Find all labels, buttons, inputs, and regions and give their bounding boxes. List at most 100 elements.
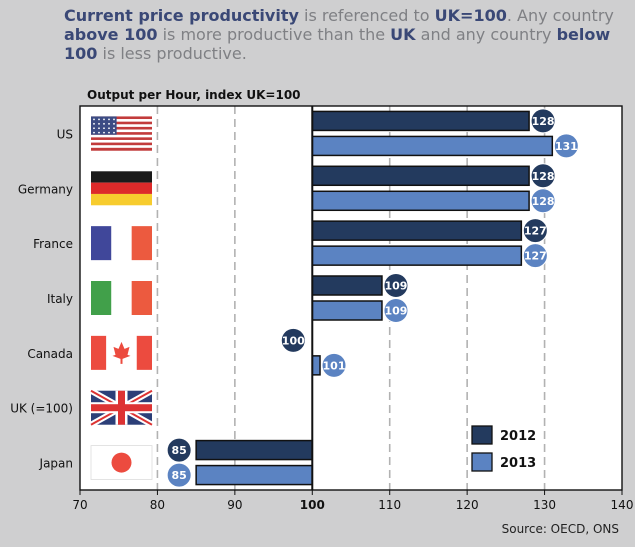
flag-band [91, 171, 152, 183]
bar-2013 [195, 464, 314, 486]
data-label-badge [166, 437, 192, 463]
x-tick-label: 140 [611, 498, 634, 512]
intro-p3: UK=100 [434, 6, 507, 25]
category-label: UK (=100) [10, 402, 73, 416]
flag-star [103, 127, 105, 130]
x-tick-label: 130 [533, 498, 556, 512]
flag-star [113, 131, 115, 134]
data-label-badge [530, 163, 556, 189]
maple-leaf [112, 341, 131, 364]
data-label: 109 [384, 305, 407, 318]
flag-canton [91, 116, 117, 135]
x-tick-label: 70 [72, 498, 87, 512]
bar-2013 [311, 300, 383, 321]
flag-star [98, 122, 100, 125]
flag-star [103, 118, 105, 121]
category-label: Canada [27, 347, 73, 361]
intro-p9: below 100 [64, 25, 611, 63]
flag-stripe [91, 145, 152, 149]
chart-title: Output per Hour, index UK=100 [87, 88, 301, 102]
data-label: 100 [282, 334, 305, 347]
flag-band [91, 335, 107, 370]
bar-2013 [311, 245, 523, 266]
flag-band [111, 281, 132, 315]
flag-stripe [91, 129, 152, 133]
flag-star [93, 131, 95, 134]
flag-star [98, 127, 100, 130]
x-tick-label: 90 [227, 498, 242, 512]
france-flag-icon [91, 226, 152, 261]
flag-band [91, 281, 112, 315]
data-label-badge [321, 352, 347, 378]
flag-stripe [91, 121, 152, 125]
data-label: 85 [171, 469, 186, 482]
data-label: 128 [532, 195, 555, 208]
flag-stripe [91, 116, 152, 120]
category-label: Italy [47, 292, 73, 306]
canada-flag-icon [91, 335, 152, 370]
legend-swatch-2013 [471, 452, 493, 472]
data-label: 109 [384, 280, 407, 293]
flag-star [113, 122, 115, 125]
intro-p5: above 100 [64, 25, 158, 44]
japan-flag-icon [90, 445, 153, 480]
data-label: 131 [555, 140, 578, 153]
intro-p1: Current price productivity [64, 6, 299, 25]
category-label: Germany [18, 182, 73, 196]
uk-flag-icon [89, 388, 154, 428]
flag-stripe [91, 134, 152, 138]
data-label-badge [530, 108, 556, 134]
data-label-badge [383, 298, 409, 323]
flag-star [108, 118, 110, 121]
flag-stripe [91, 126, 152, 130]
flag-stripe [91, 119, 152, 122]
flag-star [93, 118, 95, 121]
flag-cross [118, 390, 125, 425]
flag-sun [111, 452, 132, 473]
intro-p8: and any country [415, 25, 557, 44]
data-label-badge [166, 462, 192, 488]
intro-p7: UK [390, 25, 416, 44]
flag-stripe [91, 139, 152, 143]
flag-band [131, 281, 152, 315]
flag-star [93, 127, 95, 130]
flag-star [113, 118, 115, 121]
flag-band [91, 226, 112, 261]
data-label-badge [522, 243, 548, 269]
bar-2012 [311, 165, 530, 187]
data-label: 127 [524, 250, 547, 263]
x-tick-label: 100 [300, 498, 325, 512]
bar-2012 [311, 110, 530, 132]
data-label: 85 [171, 444, 186, 457]
flag-star [108, 122, 110, 125]
data-label: 128 [532, 170, 555, 183]
flag-star [108, 127, 110, 130]
flag-band [131, 226, 152, 261]
source-note: Source: OECD, ONS [501, 522, 619, 536]
x-tick-label: 80 [150, 498, 165, 512]
bar-2013 [311, 135, 554, 157]
x-tick-label: 120 [456, 498, 479, 512]
bar-2013 [311, 355, 321, 376]
legend-label: 2012 [500, 429, 536, 444]
flag-star [103, 122, 105, 125]
flag-star [108, 131, 110, 134]
data-label-badge [553, 133, 579, 159]
flag-star [93, 122, 95, 125]
intro-text: Current price productivity is referenced… [64, 6, 629, 63]
legend-swatch-2012 [471, 425, 493, 445]
flag-band [91, 182, 152, 194]
us-flag-icon [91, 116, 152, 151]
flag-star [98, 131, 100, 134]
flag-stripe [91, 124, 152, 128]
bar-2013 [311, 190, 530, 212]
intro-p10: is less productive. [97, 44, 247, 63]
flag-stripe [91, 147, 152, 151]
category-label: France [33, 237, 73, 251]
bar-2012 [195, 439, 314, 461]
category-label: Japan [39, 457, 73, 471]
intro-p4: . Any country [506, 6, 614, 25]
data-label-badge [280, 327, 306, 353]
intro-p6: is more productive than the [157, 25, 391, 44]
